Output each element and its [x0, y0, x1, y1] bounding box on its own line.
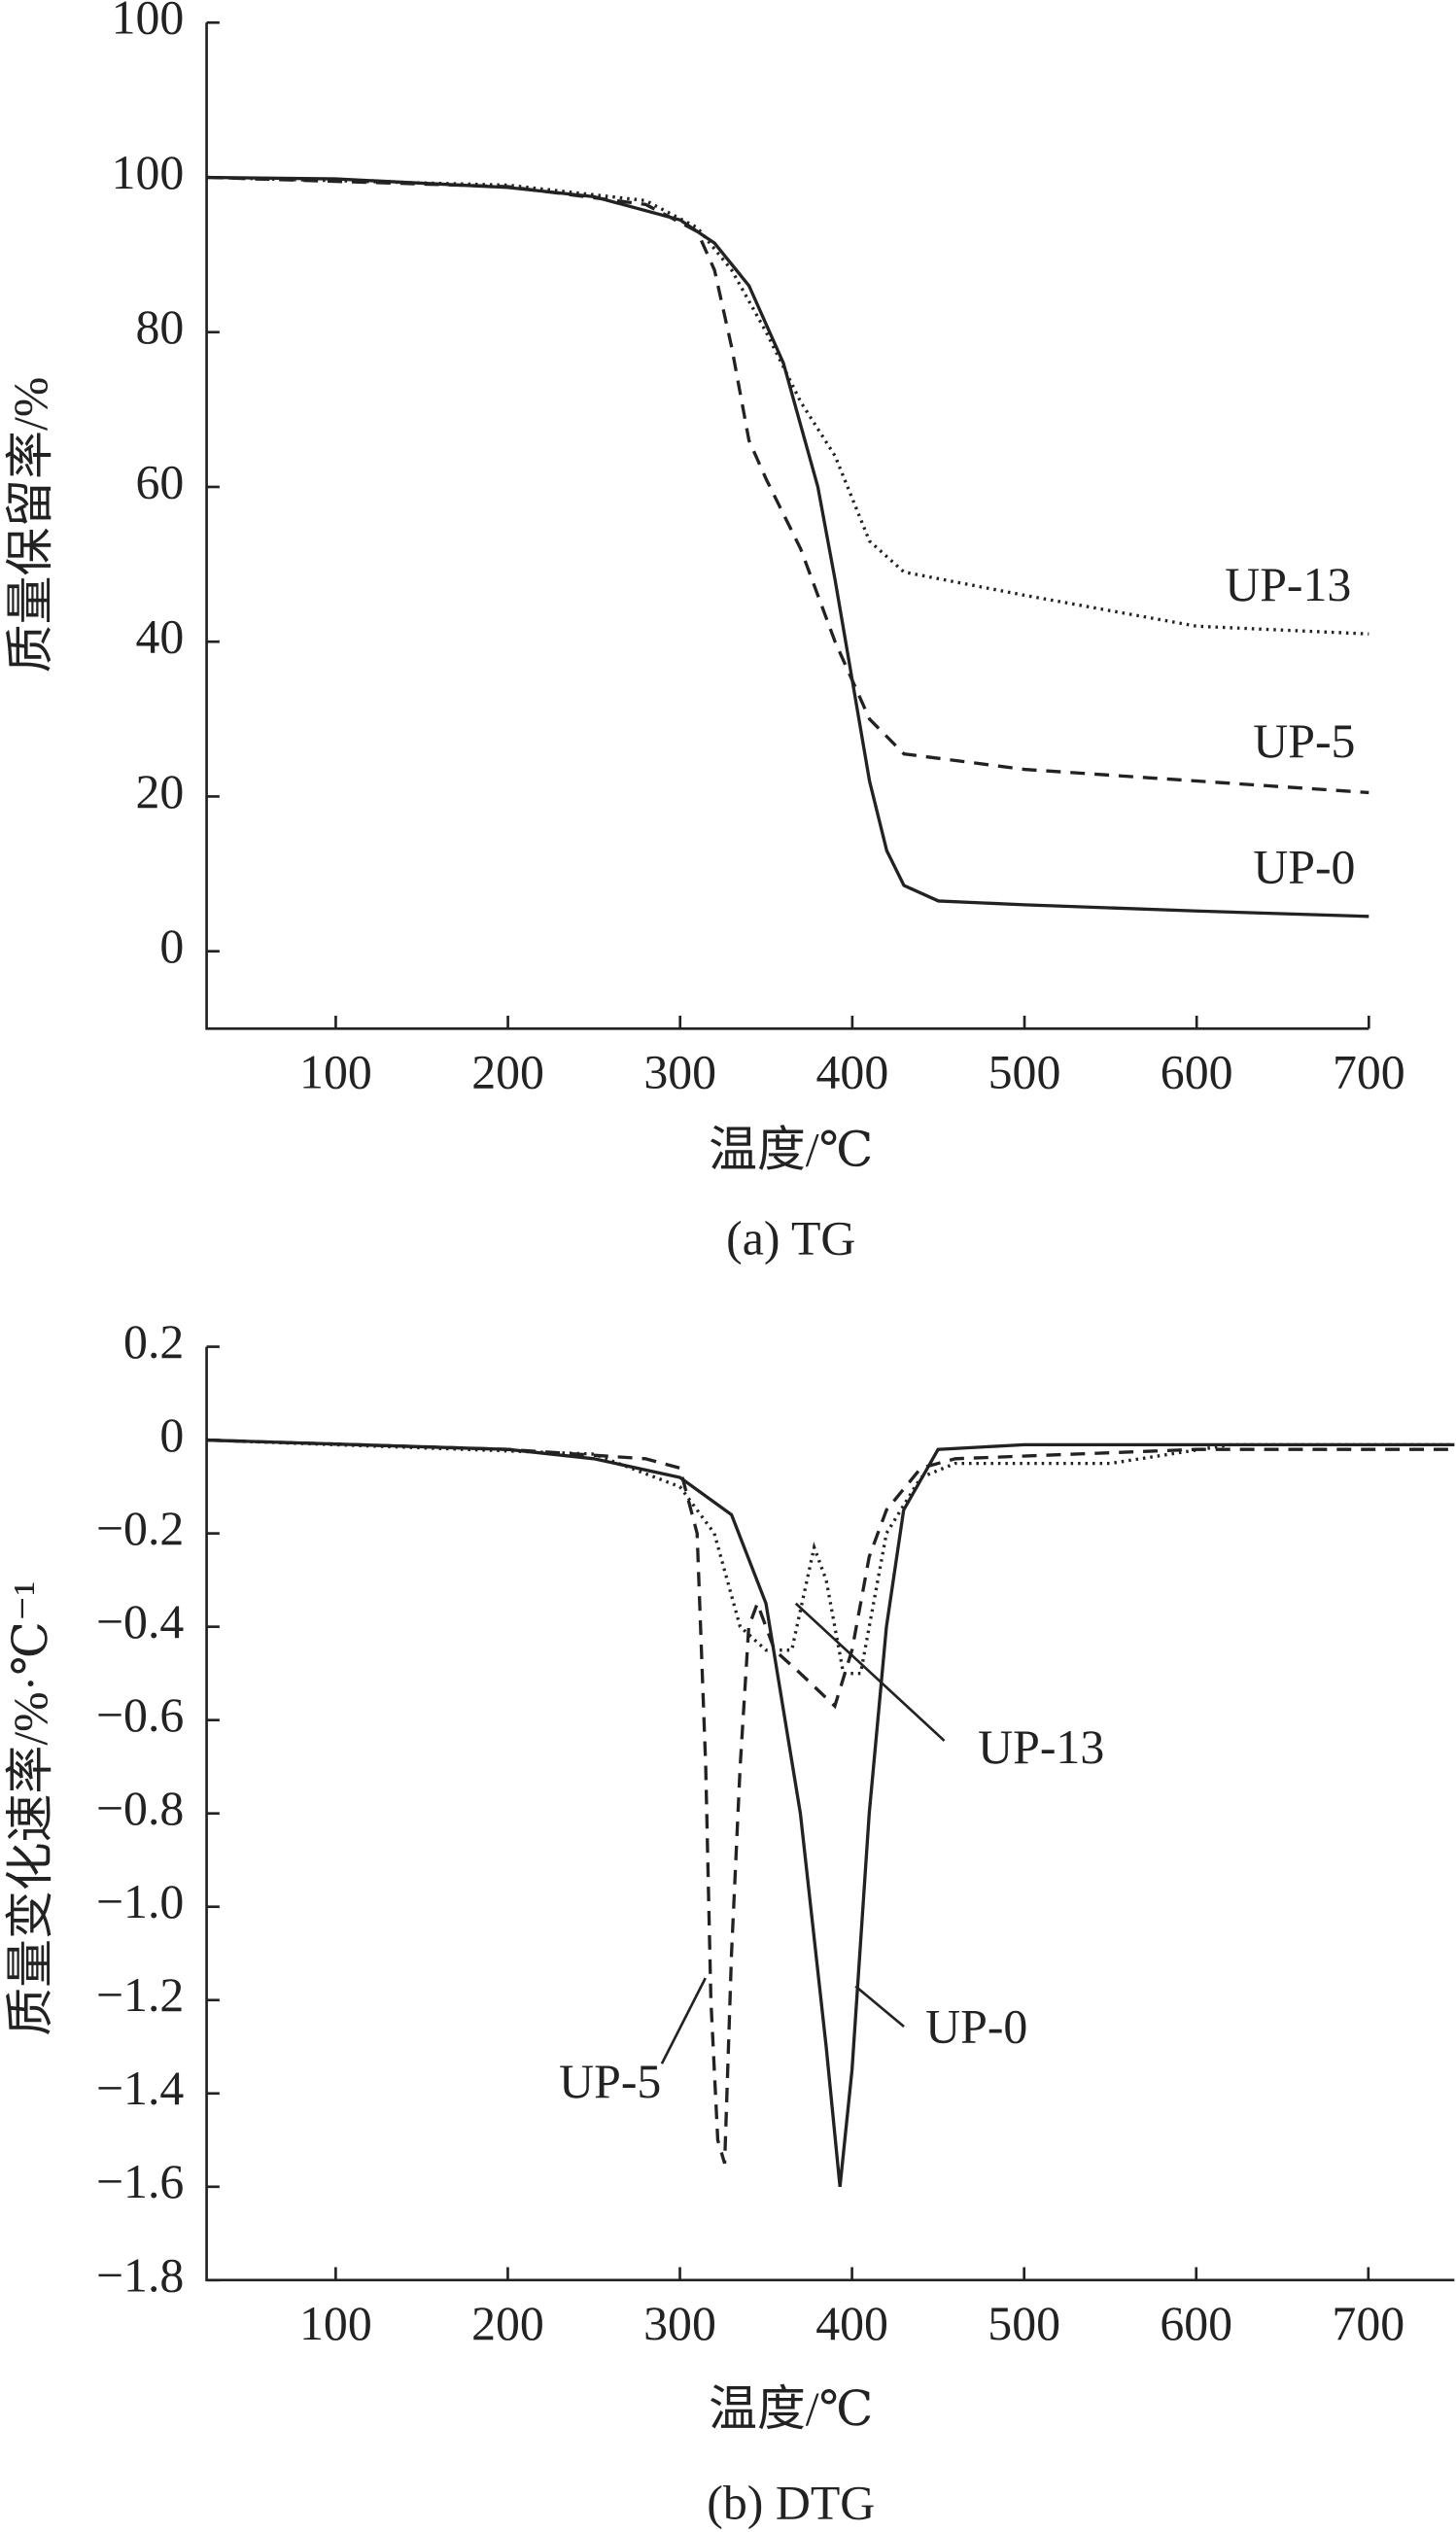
y-axis-label: 质量保留率/%	[4, 377, 57, 674]
x-tick-label: 500	[988, 2297, 1060, 2350]
x-tick-label: 100	[299, 2297, 372, 2350]
x-tick-label: 600	[1161, 1046, 1233, 1099]
data-line	[206, 175, 1369, 919]
series-label: UP-5	[1253, 714, 1355, 768]
data-line	[206, 1438, 1455, 2165]
data-line	[206, 175, 1369, 636]
y-tick-label: −1.4	[96, 2062, 184, 2115]
y-tick-label: 80	[136, 300, 185, 354]
x-tick-label: 400	[815, 2297, 888, 2350]
y-axis-label: 质量变化速率/%·℃⁻¹	[4, 1581, 57, 2036]
leader-line	[660, 1977, 707, 2064]
series-label: UP-0	[1253, 841, 1355, 894]
data-line	[206, 1438, 1455, 1676]
y-tick-label: 0	[159, 919, 184, 973]
y-tick-label: 0	[159, 1408, 184, 1462]
chart-title: (a) TG	[726, 1212, 855, 1266]
y-tick-label: −1.0	[96, 1875, 184, 1928]
y-tick-label: −0.4	[96, 1595, 184, 1648]
data-line	[206, 1438, 1455, 2187]
y-tick-label: 40	[136, 610, 185, 664]
series-label: UP-13	[978, 1720, 1104, 1774]
y-tick-label: −0.2	[96, 1502, 184, 1555]
y-tick-label: 20	[136, 765, 185, 818]
x-tick-label: 200	[471, 2297, 544, 2350]
leader-line	[854, 1985, 905, 2029]
y-tick-label: −1.8	[96, 2248, 184, 2302]
chart-title: (b) DTG	[707, 2477, 875, 2530]
x-tick-label: 700	[1332, 2297, 1404, 2350]
y-tick-label: 0.2	[123, 1315, 184, 1369]
y-tick-label: −1.6	[96, 2155, 184, 2208]
axis-line	[205, 22, 1369, 1030]
x-tick-label: 100	[299, 1046, 372, 1099]
x-tick-label: 400	[816, 1046, 889, 1099]
series-label: UP-13	[1225, 558, 1351, 611]
data-line	[206, 175, 1369, 795]
y-tick-label: −0.8	[96, 1782, 184, 1835]
series-label: UP-0	[925, 1999, 1027, 2053]
axis-line	[205, 1346, 1455, 2282]
leader-line	[794, 1602, 946, 1742]
x-tick-label: 500	[988, 1046, 1061, 1099]
x-tick-label: 200	[471, 1046, 544, 1099]
x-tick-label: 300	[643, 1046, 716, 1099]
y-tick-label: 60	[136, 455, 185, 508]
x-tick-label: 300	[643, 2297, 716, 2350]
y-tick-label: −0.6	[96, 1688, 184, 1742]
x-axis-label: 温度/℃	[709, 1123, 873, 1176]
series-label: UP-5	[559, 2055, 661, 2108]
x-axis-label: 温度/℃	[709, 2382, 873, 2436]
x-tick-label: 700	[1333, 1046, 1405, 1099]
y-tick-label: 100	[112, 146, 185, 199]
x-tick-label: 600	[1160, 2297, 1232, 2350]
y-tick-label: 100	[112, 0, 185, 45]
y-tick-label: −1.2	[96, 1968, 184, 2022]
